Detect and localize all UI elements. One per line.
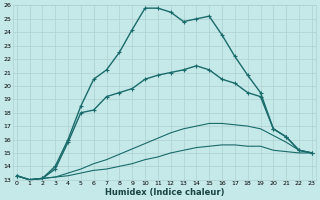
X-axis label: Humidex (Indice chaleur): Humidex (Indice chaleur) — [105, 188, 224, 197]
